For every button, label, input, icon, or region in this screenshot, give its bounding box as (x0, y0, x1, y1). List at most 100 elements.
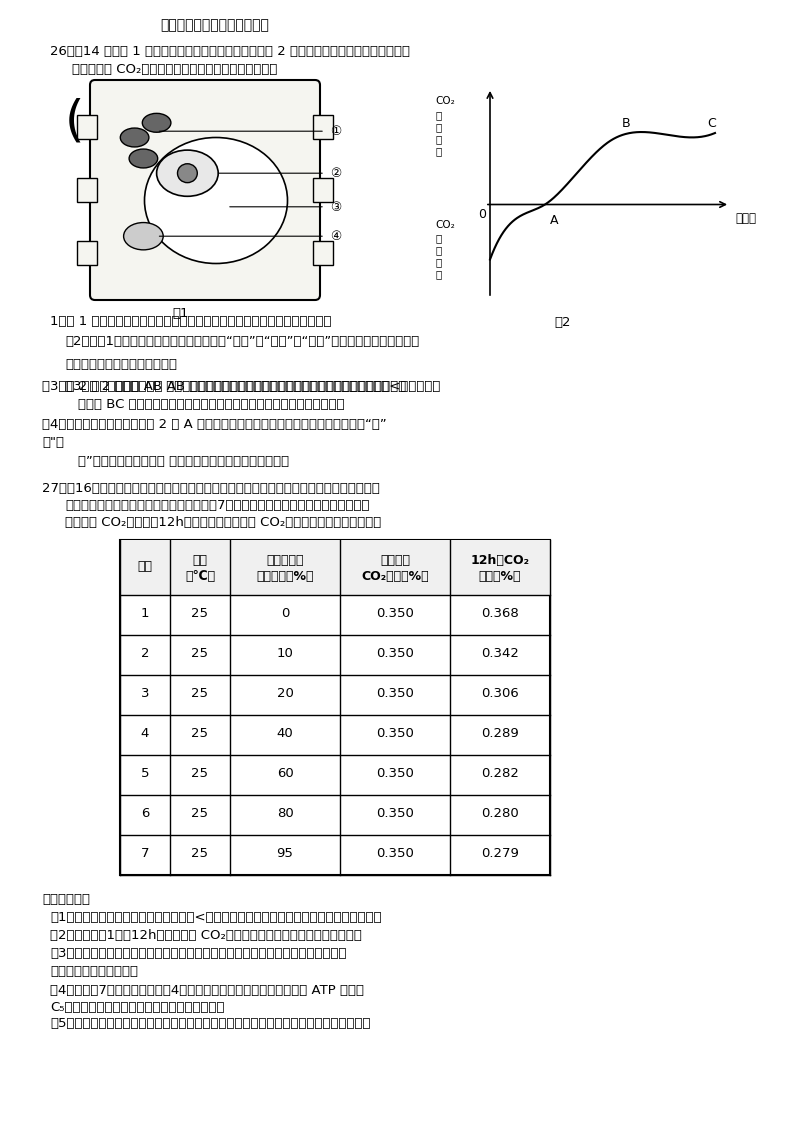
Text: （3）图 2 中，影响曲线 AB 段光合作用速率的环境因素主要是＿＿＿＿＿＿＿＿＿＿，而可能限: （3）图 2 中，影响曲线 AB 段光合作用速率的环境因素主要是＿＿＿＿＿＿＿＿… (42, 380, 406, 393)
Bar (120, 540, 550, 875)
Text: 0.350: 0.350 (376, 807, 414, 820)
Text: 25: 25 (191, 687, 209, 700)
Text: （1）这一实验的自变量是＿＿＿＿＿＿<，写出该实验设计的一种无关变量＿＿＿＿＿＿。: （1）这一实验的自变量是＿＿＿＿＿＿<，写出该实验设计的一种无关变量＿＿＿＿＿＿… (50, 911, 382, 924)
Text: ②: ② (330, 168, 342, 180)
Text: 25: 25 (191, 767, 209, 780)
Ellipse shape (124, 223, 163, 250)
Text: 0.350: 0.350 (376, 767, 414, 780)
Text: 温度: 温度 (193, 554, 207, 567)
Text: 0.289: 0.289 (481, 727, 519, 740)
Text: C: C (707, 117, 716, 130)
Text: ③: ③ (330, 200, 342, 214)
Text: 2: 2 (141, 648, 150, 660)
Text: 用速率（用 CO₂吸收速率表示）的变化。请据图回答：: 用速率（用 CO₂吸收速率表示）的变化。请据图回答： (72, 63, 278, 76)
Text: 60: 60 (277, 767, 294, 780)
Text: ④: ④ (330, 230, 342, 243)
Text: 吸: 吸 (435, 110, 442, 120)
Text: 制曲线 BC 段光合作用速率的两种环境因素主要是＿＿＿＿、＿＿＿＿。: 制曲线 BC 段光合作用速率的两种环境因素主要是＿＿＿＿、＿＿＿＿。 (78, 398, 345, 411)
Ellipse shape (142, 113, 171, 132)
Text: B: B (622, 117, 630, 130)
Ellipse shape (120, 128, 149, 147)
Text: 0.350: 0.350 (376, 607, 414, 620)
Text: 5: 5 (141, 767, 150, 780)
Text: 1: 1 (141, 607, 150, 620)
Bar (120, 540, 550, 595)
Text: 0.280: 0.280 (481, 807, 519, 820)
Text: 25: 25 (191, 727, 209, 740)
Text: 该细胞将会出现质壁分离现象。: 该细胞将会出现质壁分离现象。 (65, 358, 177, 371)
Text: 0.279: 0.279 (481, 847, 519, 860)
Text: C₅化合物的含量会＿＿＿＿＿＿＿＿＿＿＿＿。: C₅化合物的含量会＿＿＿＿＿＿＿＿＿＿＿＿。 (50, 1001, 225, 1014)
Text: ＿＿＿＿＿＿　　原则。: ＿＿＿＿＿＿ 原则。 (50, 964, 138, 978)
Text: 10: 10 (277, 648, 294, 660)
Text: （4）如果植物白天始终处于图 2 中 A 点状态，则在较长时间后该植物＿＿＿＿＿（填“能”: （4）如果植物白天始终处于图 2 中 A 点状态，则在较长时间后该植物＿＿＿＿＿… (42, 418, 386, 431)
Ellipse shape (129, 149, 158, 168)
Text: 0.350: 0.350 (376, 648, 414, 660)
Text: 27．（16分）某科学工作者为探究西红柿生长的最佳光照强度，设计了下面的实验：首先取: 27．（16分）某科学工作者为探究西红柿生长的最佳光照强度，设计了下面的实验：首… (42, 482, 380, 495)
Text: 3: 3 (141, 687, 150, 700)
Text: 25: 25 (191, 847, 209, 860)
Bar (313, 178, 333, 201)
Text: ①: ① (330, 126, 342, 138)
Text: 普通阳光（%）: 普通阳光（%） (256, 571, 314, 583)
Text: 释: 释 (435, 233, 442, 243)
Text: CO₂: CO₂ (435, 220, 454, 230)
Text: 25: 25 (191, 807, 209, 820)
Text: 中必须明确写出数值和单位。: 中必须明确写出数值和单位。 (160, 18, 269, 32)
Text: 图1: 图1 (172, 307, 189, 320)
Text: 率: 率 (435, 269, 442, 280)
Text: 收: 收 (435, 122, 442, 132)
Text: 40: 40 (277, 727, 294, 740)
Text: 能”）正常生长，原因是 ＿＿＿＿＿＿＿＿＿＿＿＿＿＿。: 能”）正常生长，原因是 ＿＿＿＿＿＿＿＿＿＿＿＿＿＿。 (78, 455, 289, 468)
Text: CO₂浓度（%）: CO₂浓度（%） (361, 571, 429, 583)
Text: 开始时的: 开始时的 (380, 554, 410, 567)
Text: 浓度（%）: 浓度（%） (478, 571, 522, 583)
Text: （3）图 2 中，影响曲线 AB 段光合作用速率的环境因素主要是＿＿＿＿＿＿＿＿＿＿<，而可能限: （3）图 2 中，影响曲线 AB 段光合作用速率的环境因素主要是＿＿＿＿＿＿＿＿… (65, 380, 440, 393)
Bar (313, 241, 333, 265)
Text: 20: 20 (277, 687, 294, 700)
Bar (313, 115, 333, 139)
Text: 速: 速 (435, 134, 442, 144)
Text: （℃）: （℃） (185, 571, 215, 583)
Text: 速: 速 (435, 257, 442, 267)
Text: （5）该实验设计尚不能确定西红柿生长的最佳光照强度，请你提出进一步探究的实验设计: （5）该实验设计尚不能确定西红柿生长的最佳光照强度，请你提出进一步探究的实验设计 (50, 1017, 370, 1030)
Text: 4: 4 (141, 727, 149, 740)
FancyBboxPatch shape (90, 80, 320, 300)
Ellipse shape (157, 151, 218, 196)
Text: 1）图 1 细胞内具有双层膜结构的细胞器有＿＿＿＿＿＿＿（填图中序号）。: 1）图 1 细胞内具有双层膜结构的细胞器有＿＿＿＿＿＿＿（填图中序号）。 (50, 315, 331, 328)
Text: 始时测定 CO₂的浓度，12h（小时）后再次测定 CO₂的浓度。实验结果如下表：: 始时测定 CO₂的浓度，12h（小时）后再次测定 CO₂的浓度。实验结果如下表： (65, 516, 382, 529)
Text: 26．（14 分）图 1 是某植物叶肉细胞的结构示意图，图 2 表示该植物在不同光强度下光合作: 26．（14 分）图 1 是某植物叶肉细胞的结构示意图，图 2 表示该植物在不同… (50, 45, 410, 58)
Bar (77, 115, 97, 139)
Text: （2）实验中第1组在12h（小时）后 CO₂浓度变化的原因是＿＿＿＿＿＿＿＿。: （2）实验中第1组在12h（小时）后 CO₂浓度变化的原因是＿＿＿＿＿＿＿＿。 (50, 929, 362, 942)
Ellipse shape (178, 164, 198, 182)
Text: 0.342: 0.342 (481, 648, 519, 660)
Text: 图2: 图2 (554, 316, 570, 329)
Text: 0.350: 0.350 (376, 847, 414, 860)
Text: 0.306: 0.306 (481, 687, 519, 700)
Bar (77, 241, 97, 265)
Text: 6: 6 (141, 807, 149, 820)
Text: 放: 放 (435, 246, 442, 256)
Text: 0: 0 (478, 207, 486, 221)
Text: 若干生长状况相同的西红柿植株，平均分为7组，分别放在密闭的玻璃容器中。实验开: 若干生长状况相同的西红柿植株，平均分为7组，分别放在密闭的玻璃容器中。实验开 (65, 499, 370, 512)
Text: 光照强度：: 光照强度： (266, 554, 304, 567)
Text: 率: 率 (435, 146, 442, 156)
Text: （3）如果在实验过程中使用了不同品种的西红柿植株，这样设计违背了科学实验的: （3）如果在实验过程中使用了不同品种的西红柿植株，这样设计违背了科学实验的 (50, 947, 346, 960)
Text: （2）将图1细胞浸润在＿＿＿＿＿＿＿（填“大于”或“小于”或“等于”）细胞液浓度的溶液中，: （2）将图1细胞浸润在＿＿＿＿＿＿＿（填“大于”或“小于”或“等于”）细胞液浓度… (65, 335, 419, 348)
Text: 0.282: 0.282 (481, 767, 519, 780)
Text: 12h后CO₂: 12h后CO₂ (470, 554, 530, 567)
Text: 请分析回答：: 请分析回答： (42, 893, 90, 906)
Text: 95: 95 (277, 847, 294, 860)
Text: 光强度: 光强度 (735, 213, 756, 225)
Text: 25: 25 (191, 648, 209, 660)
Text: 0.368: 0.368 (481, 607, 519, 620)
Text: (: ( (65, 97, 84, 145)
Ellipse shape (145, 137, 287, 264)
Text: CO₂: CO₂ (435, 96, 454, 106)
Text: 80: 80 (277, 807, 294, 820)
Text: 25: 25 (191, 607, 209, 620)
Text: 7: 7 (141, 847, 150, 860)
Text: 组别: 组别 (138, 560, 153, 573)
Text: 0.350: 0.350 (376, 727, 414, 740)
Text: 0.350: 0.350 (376, 687, 414, 700)
